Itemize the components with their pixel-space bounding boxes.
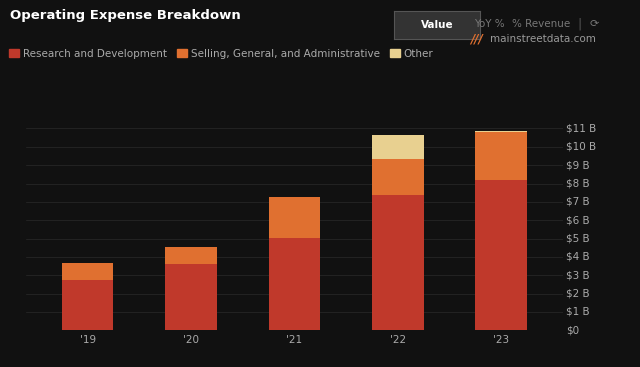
Text: $9 B: $9 B — [566, 160, 590, 170]
Text: mainstreetdata.com: mainstreetdata.com — [490, 33, 595, 44]
Bar — [372, 134, 424, 159]
Text: $2 B: $2 B — [566, 288, 590, 299]
Text: |: | — [577, 17, 581, 30]
Text: $10 B: $10 B — [566, 142, 596, 152]
Bar — [476, 131, 527, 132]
Legend: Research and Development, Selling, General, and Administrative, Other: Research and Development, Selling, Gener… — [10, 49, 433, 59]
Bar — [165, 247, 217, 264]
Text: $3 B: $3 B — [566, 270, 590, 280]
Text: ///: /// — [470, 32, 483, 45]
Text: $1 B: $1 B — [566, 307, 590, 317]
Bar — [476, 179, 527, 330]
Bar — [62, 280, 113, 330]
Text: $6 B: $6 B — [566, 215, 590, 225]
Bar — [476, 132, 527, 179]
Text: $8 B: $8 B — [566, 178, 590, 189]
Text: $4 B: $4 B — [566, 252, 590, 262]
Text: $7 B: $7 B — [566, 197, 590, 207]
Text: $11 B: $11 B — [566, 123, 596, 134]
Bar — [372, 195, 424, 330]
Bar — [269, 197, 320, 239]
Bar — [62, 263, 113, 280]
Bar — [269, 239, 320, 330]
Text: YoY %: YoY % — [474, 19, 505, 29]
Text: $0: $0 — [566, 325, 580, 335]
Bar — [165, 264, 217, 330]
Text: % Revenue: % Revenue — [511, 19, 570, 29]
Text: ⟳: ⟳ — [589, 19, 598, 29]
Text: Value: Value — [420, 20, 453, 30]
Bar — [372, 159, 424, 195]
Text: Operating Expense Breakdown: Operating Expense Breakdown — [10, 9, 241, 22]
Text: $5 B: $5 B — [566, 233, 590, 244]
